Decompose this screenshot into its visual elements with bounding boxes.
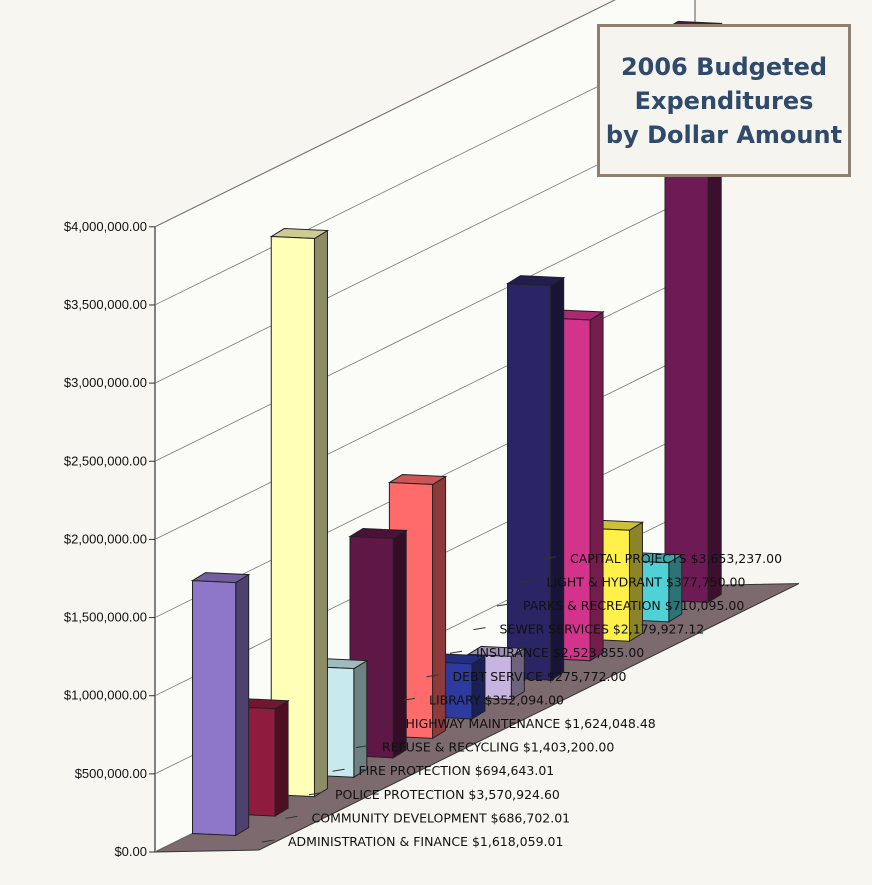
category-label: INSURANCE $2,523,855.00: [476, 645, 644, 660]
bar-side: [393, 530, 406, 757]
category-label: COMMUNITY DEVELOPMENT $686,702.01: [312, 810, 571, 825]
bar-side: [314, 231, 327, 797]
category-label: LIBRARY $352,094.00: [429, 692, 564, 707]
category-label: LIGHT & HYDRANT $377,750.00: [547, 574, 746, 589]
y-tick-label: $1,500,000.00: [64, 610, 147, 625]
category-label: HIGHWAY MAINTENANCE $1,624,048.48: [406, 716, 656, 731]
chart-title-box: 2006 Budgeted Expenditures by Dollar Amo…: [597, 24, 851, 177]
category-label: POLICE PROTECTION $3,570,924.60: [335, 787, 560, 802]
category-label: ADMINISTRATION & FINANCE $1,618,059.01: [288, 834, 563, 849]
chart-title-line-3: by Dollar Amount: [606, 118, 842, 152]
bar-side: [472, 656, 485, 719]
y-tick-label: $3,500,000.00: [64, 297, 147, 312]
bar-0: [193, 581, 236, 836]
category-label: SEWER SERVICES $2,179,927.12: [500, 622, 705, 637]
y-tick-label: $1,000,000.00: [64, 688, 147, 703]
y-tick-label: $500,000.00: [75, 766, 147, 781]
chart-title-line-1: 2006 Budgeted: [621, 50, 827, 84]
category-label: FIRE PROTECTION $694,643.01: [359, 763, 555, 778]
category-label: CAPITAL PROJECTS $3,653,237.00: [570, 551, 782, 566]
bar-side: [275, 701, 288, 816]
bar-side: [354, 661, 367, 778]
bar-side: [551, 278, 564, 680]
y-tick-label: $4,000,000.00: [64, 219, 147, 234]
chart-title-line-2: Expenditures: [635, 84, 814, 118]
y-tick-label: $0.00: [114, 844, 147, 859]
y-tick-label: $2,000,000.00: [64, 531, 147, 546]
y-tick-label: $2,500,000.00: [64, 453, 147, 468]
category-label: DEBT SERVICE $275,772.00: [453, 669, 627, 684]
category-label: REFUSE & RECYCLING $1,403,200.00: [382, 740, 614, 755]
category-label: PARKS & RECREATION $710,095.00: [523, 598, 744, 613]
bar-side: [236, 575, 249, 836]
y-tick-label: $3,000,000.00: [64, 375, 147, 390]
